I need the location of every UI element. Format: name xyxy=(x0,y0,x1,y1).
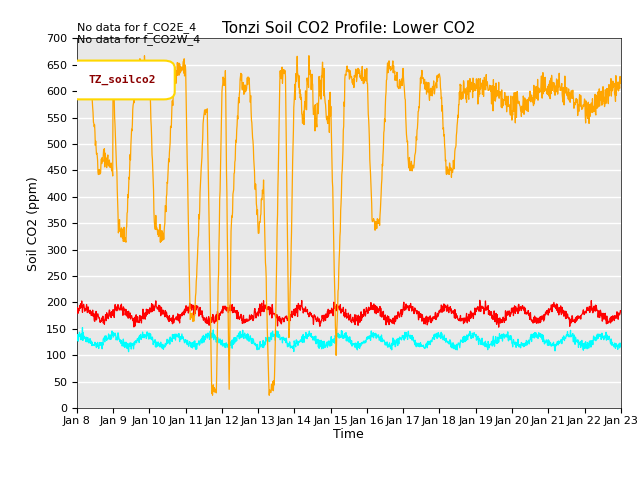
Text: No data for f_CO2E_4: No data for f_CO2E_4 xyxy=(77,22,196,33)
Legend: Open -8cm, Tree -8cm, Tree2 -8cm: Open -8cm, Tree -8cm, Tree2 -8cm xyxy=(197,476,500,480)
Text: No data for f_CO2W_4: No data for f_CO2W_4 xyxy=(77,35,200,46)
Text: TZ_soilco2: TZ_soilco2 xyxy=(88,75,156,85)
X-axis label: Time: Time xyxy=(333,429,364,442)
Title: Tonzi Soil CO2 Profile: Lower CO2: Tonzi Soil CO2 Profile: Lower CO2 xyxy=(222,21,476,36)
Y-axis label: Soil CO2 (ppm): Soil CO2 (ppm) xyxy=(28,176,40,271)
FancyBboxPatch shape xyxy=(68,60,175,99)
